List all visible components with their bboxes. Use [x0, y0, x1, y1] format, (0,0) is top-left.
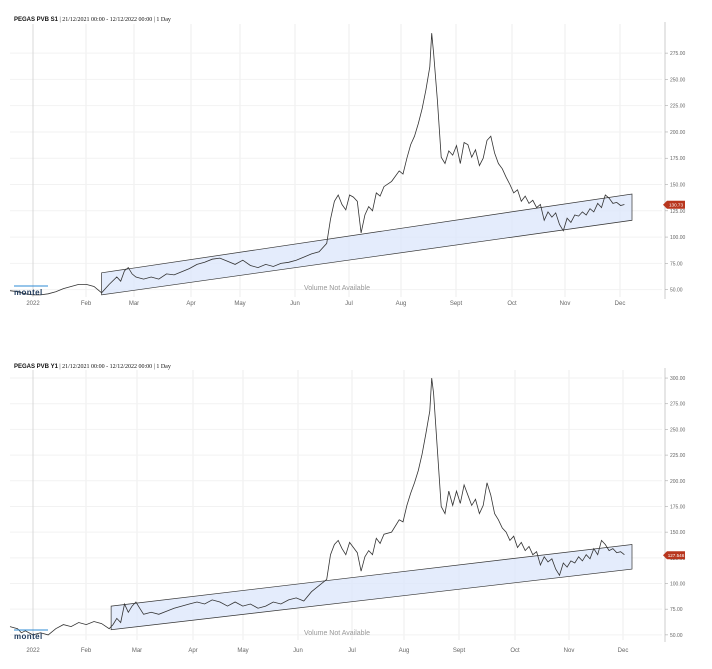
x-tick-label: Aug	[396, 301, 407, 307]
x-tick-label: Aug	[399, 648, 410, 654]
y-tick-label: 50.00	[670, 633, 683, 639]
x-tick-label: Nov	[564, 648, 575, 654]
x-tick-label: Apr	[186, 301, 195, 307]
x-tick-label: Sept	[450, 301, 463, 307]
x-tick-label: Apr	[188, 648, 197, 654]
x-tick-label: Jul	[345, 301, 353, 307]
interval: 1 Day	[156, 364, 171, 370]
chart-panel-y1: PEGAS PVB Y1 | 21/12/2021 00:00 - 12/12/…	[0, 360, 712, 669]
y-tick-label: 125.00	[670, 209, 686, 215]
price-chart-y1[interactable]: 50.0075.00100.00125.00150.00175.00200.00…	[0, 360, 712, 669]
y-tick-label: 175.00	[670, 504, 686, 510]
chart-panel-s1: PEGAS PVB S1 | 21/12/2021 00:00 - 12/12/…	[0, 0, 712, 330]
chart-title: PEGAS PVB Y1 | 21/12/2021 00:00 - 12/12/…	[14, 364, 171, 370]
price-series-line	[9, 378, 625, 636]
title-separator: |	[153, 364, 155, 370]
price-series-line	[9, 33, 625, 296]
y-tick-label: 275.00	[670, 402, 686, 408]
x-tick-label: 2022	[26, 648, 40, 654]
x-tick-label: Jun	[293, 648, 303, 654]
x-tick-label: May	[234, 301, 245, 307]
last-value-label: 130.73	[669, 203, 683, 208]
volume-watermark: Volume Not Available	[304, 630, 370, 637]
date-range: 21/12/2021 00:00 - 12/12/2022 00:00	[62, 17, 153, 23]
x-tick-label: May	[237, 648, 248, 654]
date-range: 21/12/2021 00:00 - 12/12/2022 00:00	[62, 364, 153, 370]
x-tick-label: Oct	[510, 648, 520, 654]
y-tick-label: 75.00	[670, 261, 683, 267]
montel-logo: montel	[14, 288, 43, 297]
title-separator: |	[153, 17, 155, 23]
y-tick-label: 100.00	[670, 235, 686, 241]
trend-channel	[101, 193, 633, 296]
last-value-badge	[663, 200, 685, 209]
x-tick-label: Dec	[615, 301, 626, 307]
y-tick-label: 250.00	[670, 427, 686, 433]
y-tick-label: 50.00	[670, 288, 683, 294]
x-tick-label: Feb	[81, 648, 92, 654]
y-tick-label: 250.00	[670, 77, 686, 83]
x-tick-label: Jul	[348, 648, 356, 654]
title-separator: |	[59, 17, 61, 23]
y-tick-label: 150.00	[670, 530, 686, 536]
x-tick-label: 2022	[26, 301, 40, 307]
price-chart-s1[interactable]: 50.00 75.00 100.00 125.00 150.00 175.00 200.00…	[0, 0, 712, 330]
y-tick-label: 225.00	[670, 104, 686, 110]
y-tick-label: 75.00	[670, 607, 683, 613]
trend-channel	[110, 544, 633, 631]
title-separator: |	[59, 364, 61, 370]
x-tick-label: Mar	[132, 648, 142, 654]
last-value-label: 127.546	[668, 553, 685, 558]
montel-logo: montel	[14, 632, 43, 641]
instrument-name: PEGAS PVB S1	[14, 17, 59, 23]
y-tick-label: 200.00	[670, 479, 686, 485]
x-tick-label: Dec	[618, 648, 629, 654]
y-tick-label: 200.00	[670, 130, 686, 136]
x-tick-label: Mar	[129, 301, 139, 307]
x-tick-label: Jun	[290, 301, 300, 307]
x-tick-label: Sept	[453, 648, 466, 654]
y-tick-label: 225.00	[670, 453, 686, 459]
y-tick-label: 300.00	[670, 376, 686, 382]
y-tick-label: 275.00	[670, 51, 686, 57]
chart-title: PEGAS PVB S1 | 21/12/2021 00:00 - 12/12/…	[14, 17, 171, 23]
y-tick-label: 150.00	[670, 183, 686, 189]
x-tick-label: Feb	[81, 301, 92, 307]
instrument-name: PEGAS PVB Y1	[14, 364, 58, 370]
last-value-badge	[663, 551, 685, 560]
x-tick-label: Nov	[560, 301, 571, 307]
volume-watermark: Volume Not Available	[304, 285, 370, 292]
y-tick-label: 175.00	[670, 156, 686, 162]
y-tick-label: 100.00	[670, 582, 686, 588]
x-tick-label: Oct	[507, 301, 517, 307]
interval: 1 Day	[156, 17, 171, 23]
